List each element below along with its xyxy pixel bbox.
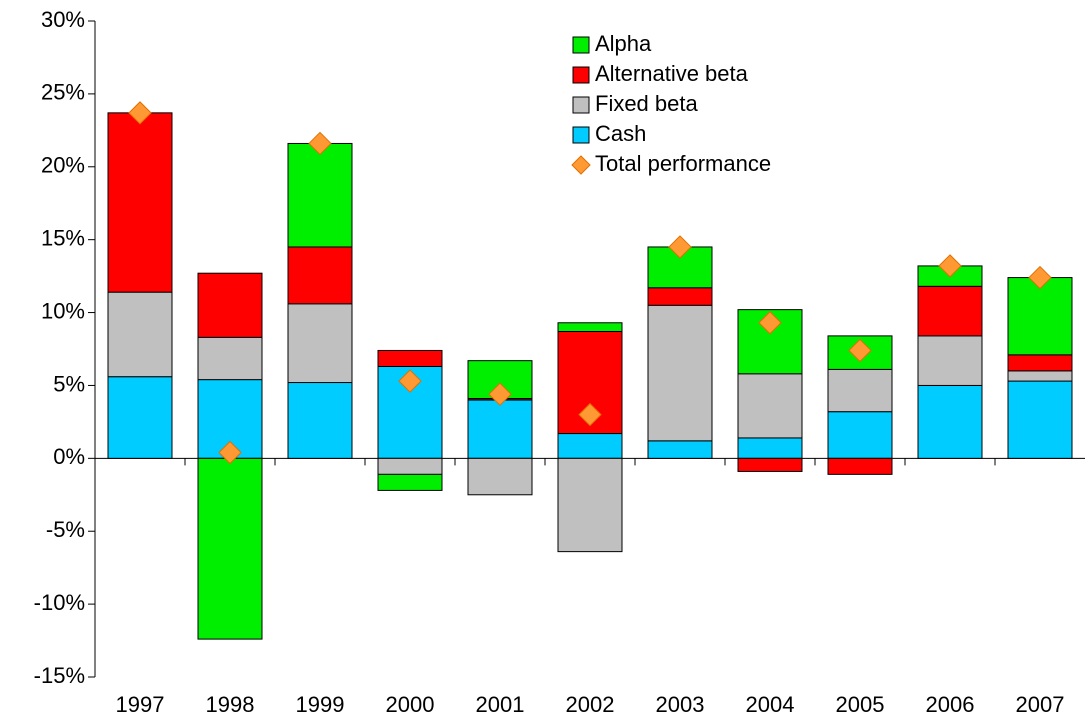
bar-segment [287, 382, 353, 459]
y-tick-label: 5% [53, 371, 85, 396]
total-marker [848, 338, 872, 363]
y-tick-label: 25% [41, 80, 85, 105]
legend-swatch [572, 96, 590, 114]
bar-segment [647, 287, 713, 306]
total-marker [1028, 265, 1052, 290]
total-marker [308, 131, 332, 156]
total-marker [938, 254, 962, 278]
bar-segment [377, 473, 443, 491]
y-tick-label: 10% [41, 298, 85, 323]
x-tick-label: 2004 [746, 692, 795, 717]
x-tick-label: 2003 [656, 692, 705, 717]
total-marker [578, 402, 602, 427]
x-tick-label: 1997 [116, 692, 165, 717]
total-marker [128, 101, 152, 125]
x-tick-label: 1999 [296, 692, 345, 717]
legend-marker [571, 155, 591, 175]
x-tick-label: 2000 [386, 692, 435, 717]
bar-segment [1007, 370, 1073, 382]
bar-segment [197, 336, 263, 381]
bar-segment [917, 384, 983, 459]
bar-segment [737, 373, 803, 439]
bar-segment [557, 433, 623, 459]
bar-segment [287, 246, 353, 305]
total-marker [398, 369, 422, 393]
bar-segment [737, 457, 803, 472]
legend-swatch [572, 66, 590, 84]
total-marker [668, 235, 692, 259]
legend-swatch [572, 36, 590, 54]
legend-label: Alpha [595, 31, 652, 56]
y-tick-label: 20% [41, 153, 85, 178]
bar-segment [557, 457, 623, 553]
bar-segment [917, 335, 983, 386]
bar-segment [827, 368, 893, 413]
bar-segment [917, 285, 983, 337]
legend-label: Total performance [595, 151, 771, 176]
y-tick-label: 0% [53, 444, 85, 469]
bar-segment [377, 457, 443, 475]
x-tick-label: 2001 [476, 692, 525, 717]
bar-segment [1007, 354, 1073, 372]
bar-segment [107, 291, 173, 378]
y-tick-label: 15% [41, 225, 85, 250]
x-tick-label: 2006 [926, 692, 975, 717]
bar-segment [827, 411, 893, 459]
total-marker [218, 440, 242, 465]
bar-segment [1007, 380, 1073, 459]
y-tick-label: -5% [46, 517, 85, 542]
bar-segment [197, 457, 263, 640]
x-tick-label: 2007 [1016, 692, 1065, 717]
y-tick-label: -10% [34, 590, 85, 615]
bar-segment [827, 457, 893, 475]
bar-segment [737, 437, 803, 459]
bar-segment [647, 440, 713, 459]
bar-segment [557, 322, 623, 333]
bar-segment [467, 457, 533, 496]
bar-segment [107, 376, 173, 459]
y-tick-label: -15% [34, 663, 85, 688]
x-tick-label: 2002 [566, 692, 615, 717]
x-tick-label: 2005 [836, 692, 885, 717]
legend-label: Fixed beta [595, 91, 698, 116]
bar-segment [647, 304, 713, 442]
bar-segment [197, 272, 263, 338]
legend-label: Alternative beta [595, 61, 749, 86]
bar-segment [287, 303, 353, 384]
bar-segment [1007, 277, 1073, 356]
legend-label: Cash [595, 121, 646, 146]
bar-segment [287, 142, 353, 248]
y-tick-label: 30% [41, 7, 85, 32]
total-marker [758, 311, 782, 335]
bar-segment [377, 349, 443, 367]
x-tick-label: 1998 [206, 692, 255, 717]
total-marker [488, 382, 512, 406]
legend-swatch [572, 126, 590, 144]
bar-segment [467, 399, 533, 459]
bar-segment [107, 112, 173, 293]
